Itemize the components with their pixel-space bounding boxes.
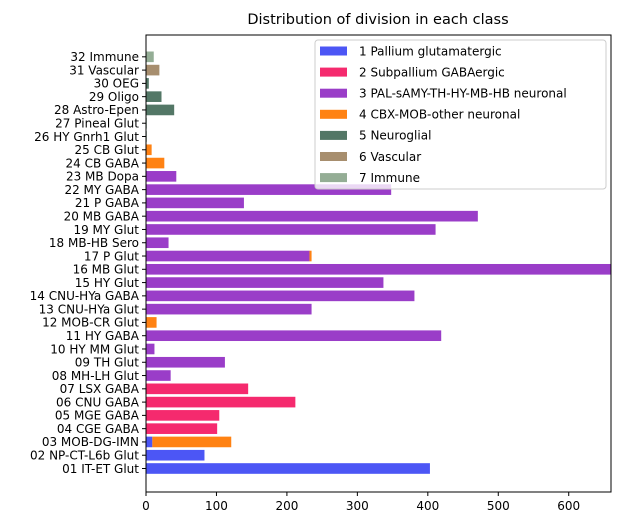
y-tick-label: 28 Astro-Epen bbox=[54, 103, 139, 117]
legend-swatch bbox=[320, 152, 347, 161]
y-tick-label: 27 Pineal Glut bbox=[55, 117, 139, 131]
legend-label: 6 Vascular bbox=[359, 150, 421, 164]
y-tick-label: 09 TH Glut bbox=[75, 356, 139, 370]
bar-24-cb-gaba-s4 bbox=[146, 157, 165, 169]
y-tick-label: 18 MB-HB Sero bbox=[49, 236, 139, 250]
bar-28-astro-epen-s5 bbox=[146, 104, 175, 116]
y-tick-label: 04 CGE GABA bbox=[57, 422, 140, 436]
y-tick-label: 24 CB GABA bbox=[66, 156, 140, 170]
plot-area bbox=[146, 51, 611, 474]
x-tick-label: 500 bbox=[487, 499, 510, 513]
bar-01-it-et-glut-s1 bbox=[146, 463, 430, 474]
bar-14-cnu-hya-gaba-s3 bbox=[146, 290, 415, 302]
legend-label: 5 Neuroglial bbox=[359, 129, 431, 143]
bar-10-hy-mm-glut-s3 bbox=[146, 343, 155, 355]
plot-frame bbox=[145, 34, 612, 493]
y-tick-label: 20 MB GABA bbox=[64, 209, 140, 223]
legend: 1 Pallium glutamatergic 2 Subpallium GABA… bbox=[314, 39, 607, 190]
legend-swatch bbox=[320, 109, 347, 119]
y-tick-label: 16 MB Glut bbox=[73, 263, 140, 277]
y-tick-label: 10 HY MM Glut bbox=[50, 342, 139, 356]
y-tick-label: 23 MB Dopa bbox=[66, 170, 139, 184]
y-tick-label: 26 HY Gnrh1 Glut bbox=[34, 130, 139, 144]
bar-11-hy-gaba-s3 bbox=[146, 330, 442, 342]
x-tick-label: 300 bbox=[346, 499, 369, 513]
y-tick-label: 13 CNU-HYa Glut bbox=[39, 302, 140, 316]
legend-swatch bbox=[320, 46, 347, 56]
x-axis: 0 100 200 300 400 500 600 bbox=[142, 492, 580, 513]
bar-25-cb-glut-s4 bbox=[146, 144, 152, 156]
legend-label: 4 CBX-MOB-other neuronal bbox=[359, 108, 520, 122]
legend-label: 1 Pallium glutamatergic bbox=[359, 44, 502, 58]
chart-title: Distribution of division in each class bbox=[247, 12, 508, 28]
bar-04-cge-gaba-s2 bbox=[146, 423, 218, 434]
y-tick-label: 02 NP-CT-L6b Glut bbox=[30, 449, 139, 463]
x-tick-label: 600 bbox=[557, 499, 580, 513]
bar-19-my-glut-s3 bbox=[146, 224, 436, 235]
legend-box bbox=[314, 39, 607, 190]
y-tick-label: 14 CNU-HYa GABA bbox=[30, 289, 140, 303]
legend-swatch bbox=[320, 173, 347, 183]
bar-18-mb-hb-sero-s3 bbox=[146, 237, 169, 249]
bar-22-my-gaba-s3 bbox=[146, 184, 392, 195]
y-tick-label: 15 HY Glut bbox=[75, 276, 139, 290]
bar-29-oligo-s5 bbox=[146, 91, 162, 102]
x-tick-label: 400 bbox=[416, 499, 439, 513]
bar-07-lsx-gaba-s2 bbox=[146, 383, 249, 395]
bar-03-mob-dg-imn-s4 bbox=[152, 436, 232, 448]
bar-23-mb-dopa-s3 bbox=[146, 171, 177, 182]
legend-swatch bbox=[320, 67, 347, 77]
bar-17-p-glut-s3 bbox=[146, 250, 310, 262]
x-tick-label: 200 bbox=[275, 499, 298, 513]
bar-09-th-glut-s3 bbox=[146, 356, 225, 368]
bar-12-mob-cr-glut-s4 bbox=[146, 317, 157, 328]
bar-06-cnu-gaba-s2 bbox=[146, 396, 296, 408]
bar-15-hy-glut-s3 bbox=[146, 277, 384, 288]
legend-swatch bbox=[320, 130, 347, 140]
bar-05-mge-gaba-s2 bbox=[146, 410, 220, 421]
y-tick-label: 05 MGE GABA bbox=[55, 409, 140, 423]
y-tick-label: 30 OEG bbox=[94, 77, 139, 91]
bar-20-mb-gaba-s3 bbox=[146, 210, 478, 222]
bar-03-mob-dg-imn-s1 bbox=[146, 436, 153, 448]
y-tick-label: 07 LSX GABA bbox=[60, 382, 140, 396]
legend-label: 2 Subpallium GABAergic bbox=[359, 65, 505, 79]
y-tick-label: 12 MOB-CR Glut bbox=[42, 316, 139, 330]
x-tick-label: 0 bbox=[142, 499, 150, 513]
y-tick-label: 01 IT-ET Glut bbox=[62, 462, 139, 476]
y-tick-label: 31 Vascular bbox=[69, 63, 139, 77]
y-tick-label: 25 CB Glut bbox=[75, 143, 140, 157]
y-tick-label: 11 HY GABA bbox=[66, 329, 140, 343]
bar-16-mb-glut-s3 bbox=[146, 263, 611, 275]
legend-label: 7 Immune bbox=[359, 171, 420, 185]
y-tick-label: 22 MY GABA bbox=[64, 183, 139, 197]
y-tick-label: 21 P GABA bbox=[75, 196, 140, 210]
bar-02-np-ct-l6b-glut-s1 bbox=[146, 449, 205, 461]
y-tick-label: 08 MH-LH Glut bbox=[52, 369, 140, 383]
bar-31-vascular-s6 bbox=[146, 64, 160, 76]
legend-label: 3 PAL-sAMY-TH-HY-MB-HB neuronal bbox=[359, 87, 567, 101]
y-tick-label: 06 CNU GABA bbox=[56, 395, 140, 409]
bar-08-mh-lh-glut-s3 bbox=[146, 370, 171, 381]
y-tick-label: 03 MOB-DG-IMN bbox=[42, 435, 139, 449]
y-tick-label: 17 P Glut bbox=[84, 249, 139, 263]
bar-13-cnu-hya-glut-s3 bbox=[146, 303, 312, 315]
bar-32-immune-s7 bbox=[146, 51, 154, 63]
bar-30-oeg-s5 bbox=[146, 78, 149, 89]
y-tick-label: 19 MY Glut bbox=[73, 223, 139, 237]
y-tick-label: 32 Immune bbox=[70, 50, 139, 64]
bar-21-p-gaba-s3 bbox=[146, 197, 244, 209]
bar-17-p-glut-s4 bbox=[309, 250, 312, 262]
legend-swatch bbox=[320, 88, 347, 98]
x-tick-label: 100 bbox=[205, 499, 228, 513]
y-tick-label: 29 Oligo bbox=[89, 90, 139, 104]
